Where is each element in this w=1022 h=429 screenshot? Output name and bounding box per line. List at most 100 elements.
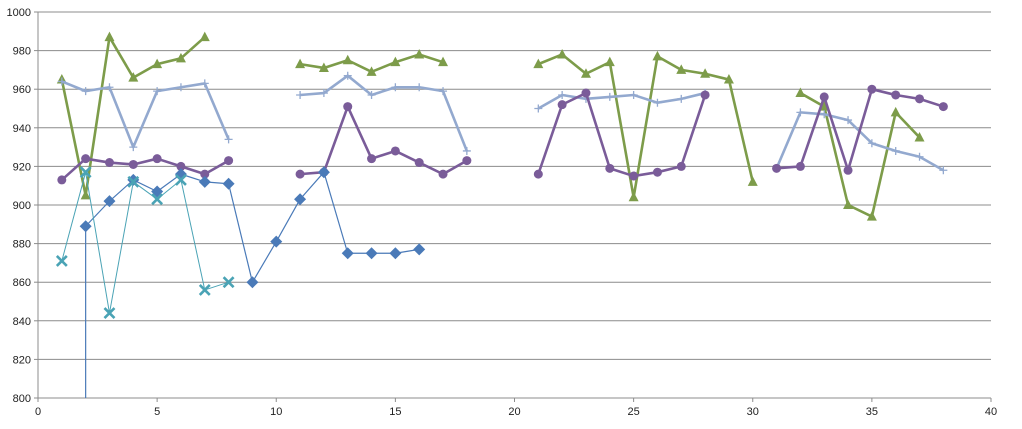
- data-point: [79, 166, 92, 179]
- series-3: [57, 84, 948, 185]
- data-point: [438, 56, 449, 67]
- data-point: [866, 211, 877, 221]
- data-point: [390, 56, 401, 67]
- data-point: [295, 58, 306, 69]
- data-point: [843, 165, 853, 175]
- data-point: [652, 167, 662, 177]
- data-point: [341, 247, 354, 260]
- data-point: [867, 84, 877, 94]
- data-point: [81, 154, 91, 164]
- data-point: [677, 94, 686, 103]
- x-tick-label: 35: [866, 406, 878, 418]
- data-point: [79, 220, 92, 233]
- data-point: [152, 154, 162, 164]
- series-line: [299, 105, 468, 176]
- series-5: [55, 166, 235, 319]
- x-tick-label: 25: [628, 406, 640, 418]
- x-tick-label: 5: [154, 406, 160, 418]
- data-point: [891, 146, 900, 155]
- data-point: [938, 102, 948, 112]
- data-point: [367, 154, 377, 164]
- data-point: [80, 189, 91, 200]
- data-point: [105, 83, 114, 92]
- y-tick-label: 880: [13, 239, 31, 251]
- data-point: [151, 193, 164, 206]
- series-line: [299, 74, 469, 152]
- data-point: [795, 161, 805, 171]
- data-point: [462, 146, 471, 155]
- x-tick-label: 0: [35, 406, 41, 418]
- data-point: [462, 156, 472, 166]
- data-point: [533, 58, 544, 69]
- data-point: [605, 163, 615, 173]
- data-point: [581, 88, 591, 98]
- data-point: [128, 159, 138, 169]
- data-point: [414, 158, 424, 168]
- data-point: [747, 176, 758, 186]
- data-point: [652, 50, 663, 61]
- y-tick-label: 940: [13, 123, 31, 135]
- data-point: [103, 307, 116, 319]
- data-point: [199, 31, 210, 42]
- data-point: [867, 139, 876, 148]
- data-point: [534, 104, 543, 113]
- data-point: [413, 243, 426, 256]
- x-tick-label: 10: [270, 406, 282, 418]
- data-point: [343, 71, 352, 80]
- data-point: [557, 100, 567, 110]
- data-point: [628, 191, 639, 202]
- data-point: [580, 68, 591, 78]
- data-point: [198, 175, 211, 188]
- data-point: [224, 156, 234, 166]
- data-point: [318, 62, 329, 72]
- data-point: [772, 163, 782, 173]
- data-point: [629, 90, 638, 99]
- data-point: [57, 77, 66, 86]
- data-point: [414, 48, 425, 59]
- data-point: [605, 92, 614, 101]
- data-point: [200, 169, 210, 179]
- data-point: [81, 87, 90, 96]
- data-point: [295, 169, 305, 179]
- data-point: [558, 90, 567, 99]
- data-point: [844, 116, 853, 125]
- data-point: [415, 83, 424, 92]
- data-point: [391, 83, 400, 92]
- data-point: [175, 52, 186, 63]
- data-point: [55, 255, 68, 267]
- data-point: [700, 90, 710, 100]
- data-point: [653, 98, 662, 107]
- data-point: [700, 68, 711, 78]
- data-point: [317, 166, 330, 179]
- data-point: [222, 276, 235, 289]
- data-point: [127, 175, 140, 188]
- x-tick-label: 15: [389, 406, 401, 418]
- data-point: [343, 102, 353, 112]
- y-tick-label: 900: [13, 200, 31, 212]
- x-tick-label: 40: [985, 406, 997, 418]
- x-tick-label: 30: [747, 406, 759, 418]
- data-point: [128, 72, 139, 82]
- y-tick-label: 800: [13, 393, 31, 405]
- data-point: [819, 92, 829, 102]
- data-point: [796, 108, 805, 117]
- data-point: [367, 90, 376, 99]
- series-line: [85, 171, 420, 398]
- data-point: [200, 79, 209, 88]
- data-point: [604, 56, 615, 67]
- data-point: [270, 235, 283, 248]
- data-point: [246, 276, 259, 289]
- data-point: [319, 89, 328, 98]
- data-point: [676, 64, 687, 74]
- x-tick-label: 20: [508, 406, 520, 418]
- data-point: [439, 87, 448, 96]
- series-4: [79, 166, 426, 398]
- gridlines: [38, 11, 991, 399]
- data-point: [103, 195, 116, 208]
- data-point: [176, 161, 186, 171]
- data-point: [224, 135, 233, 144]
- data-point: [890, 106, 901, 117]
- data-point: [342, 54, 353, 65]
- y-tick-label: 920: [13, 161, 31, 173]
